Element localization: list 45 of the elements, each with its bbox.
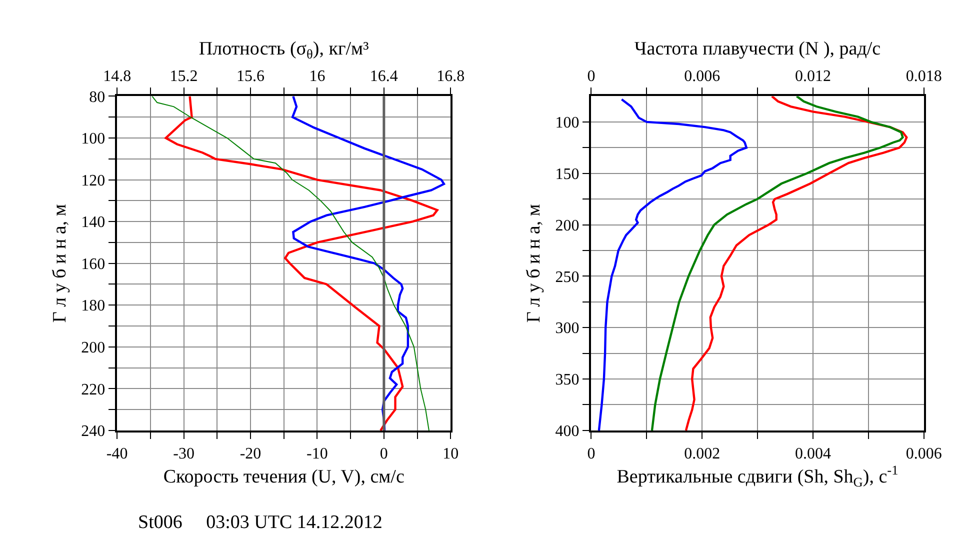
x2-tick-label: 0.012 <box>794 68 831 86</box>
y-tick-label: 400 <box>555 423 580 440</box>
x-tick-label: 10 <box>442 445 459 462</box>
line-series <box>291 96 446 430</box>
x2-axis-title: Частота плавучести (N ), рад/с <box>634 38 881 60</box>
x2-tick-label: 0 <box>587 68 596 86</box>
x-tick-label: -40 <box>106 445 128 462</box>
line-series <box>598 98 748 430</box>
y-axis-title: Г л у б и н а, м <box>524 204 545 323</box>
x-tick-label: -10 <box>306 445 328 462</box>
x-tick-label: -20 <box>240 445 262 462</box>
x2-tick-label: 14.8 <box>103 68 132 86</box>
x-axis-title: Вертикальные сдвиги (Sh, Sh$_{G}$), с$^{-1}$ <box>616 462 898 490</box>
y-tick-label: 350 <box>555 372 580 389</box>
x-tick-label: 0 <box>380 445 388 462</box>
y-tick-label: 220 <box>81 381 106 398</box>
y-tick-label: 120 <box>81 172 106 190</box>
y-tick-label: 160 <box>81 256 106 273</box>
x-tick-label: 0.002 <box>684 445 720 462</box>
x2-tick-label: 16.8 <box>436 68 465 86</box>
y-tick-label: 150 <box>555 166 580 183</box>
y-tick-label: 80 <box>89 88 106 106</box>
x2-axis-title: Плотность (σ$_{θ}$), кг/м³ <box>198 38 370 62</box>
y-tick-label: 200 <box>555 217 580 234</box>
y-tick-label: 240 <box>81 423 106 440</box>
x-axis-title: Скорость течения (U, V), см/с <box>163 466 404 488</box>
x2-tick-label: 15.6 <box>236 68 264 86</box>
x2-tick-label: 16 <box>309 68 326 86</box>
y-tick-label: 100 <box>555 114 580 132</box>
x2-tick-label: 0.006 <box>684 68 720 86</box>
x-tick-label: 0.004 <box>794 445 831 462</box>
y-tick-label: 180 <box>81 298 106 315</box>
x2-tick-label: 15.2 <box>170 68 198 86</box>
x-tick-label: 0.006 <box>906 445 942 462</box>
x-tick-label: 0 <box>587 445 596 462</box>
y-tick-label: 100 <box>81 130 106 148</box>
text: St006 03:03 UTC 14.12.2012 <box>138 512 382 533</box>
y-tick-label: 300 <box>555 320 580 338</box>
x2-tick-label: 0.018 <box>906 68 942 86</box>
x-tick-label: -30 <box>173 445 194 462</box>
y-axis-title: Г л у б и н а, м <box>49 204 70 323</box>
x2-tick-label: 16.4 <box>370 68 398 86</box>
y-tick-label: 140 <box>81 214 106 232</box>
y-tick-label: 200 <box>81 340 106 356</box>
y-tick-label: 250 <box>555 268 580 286</box>
